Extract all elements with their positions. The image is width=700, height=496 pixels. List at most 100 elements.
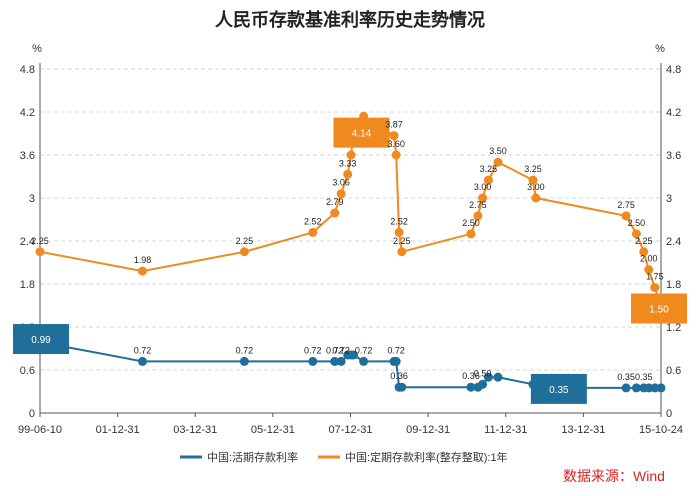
series-1-point	[493, 157, 503, 167]
series-0-point	[391, 356, 401, 366]
series-1-point	[391, 150, 401, 160]
data-label: 2.75	[617, 200, 635, 210]
series-1-point	[343, 169, 353, 179]
x-tick-label: 09-12-31	[406, 424, 450, 436]
data-label: 0.35	[635, 372, 653, 382]
y-tick-label-left: 4.2	[20, 107, 35, 119]
x-tick-label: 03-12-31	[173, 424, 217, 436]
data-label: 3.87	[385, 120, 403, 130]
data-label: 2.25	[635, 236, 653, 246]
series-0-point	[466, 382, 476, 392]
series-0-point	[397, 382, 407, 392]
data-label: 3.00	[527, 182, 545, 192]
source-note: 数据来源：Wind	[563, 468, 665, 484]
series-0-point	[239, 356, 249, 366]
data-label: 0.72	[134, 345, 152, 355]
x-tick-label: 01-12-31	[96, 424, 140, 436]
y-tick-label-right: 3.6	[666, 150, 681, 162]
y-tick-label-left: 1.8	[20, 279, 35, 291]
data-label: 0.72	[326, 345, 344, 355]
y-tick-label-right: 2.4	[666, 236, 681, 248]
callout-label: 0.99	[31, 335, 51, 346]
y-tick-label-right: 3	[666, 193, 672, 205]
x-tick-label: 07-12-31	[328, 424, 372, 436]
series-0-point	[137, 356, 147, 366]
data-label: 0.36	[462, 371, 480, 381]
series-1-point	[639, 247, 649, 257]
series-1-point	[631, 229, 641, 239]
legend-label: 中国:活期存款利率	[207, 450, 298, 464]
data-label: 0.72	[387, 345, 405, 355]
series-1-point	[239, 247, 249, 257]
y-tick-label-left: 4.8	[20, 64, 35, 76]
series-1-point	[397, 247, 407, 257]
series-1-point	[137, 266, 147, 276]
series-0-point	[349, 350, 359, 360]
data-label: 0.72	[355, 345, 373, 355]
series-1-point	[336, 189, 346, 199]
data-label: 0.35	[617, 372, 635, 382]
legend: 中国:活期存款利率 中国:定期存款利率(整存整取):1年	[180, 450, 508, 464]
data-label: 3.25	[480, 164, 498, 174]
data-label: 0.50	[474, 368, 492, 378]
y-tick-label-right: 1.2	[666, 322, 681, 334]
data-label: 0.72	[304, 345, 322, 355]
series-0-point	[621, 383, 631, 393]
data-label: 0.36	[390, 371, 408, 381]
data-label: 2.25	[236, 236, 254, 246]
series-1-point	[466, 229, 476, 239]
left-axis-unit: %	[32, 43, 42, 55]
data-label: 2.75	[469, 200, 487, 210]
series-0-point	[483, 372, 493, 382]
legend-label: 中国:定期存款利率(整存整取):1年	[345, 450, 508, 464]
callout-label: 4.14	[352, 129, 372, 140]
data-label: 2.52	[390, 216, 408, 226]
series-0-point	[478, 379, 488, 389]
y-tick-label-right: 4.8	[666, 64, 681, 76]
callout-box	[333, 117, 390, 148]
data-label: 2.52	[304, 216, 322, 226]
y-tick-label-left: 0.6	[20, 365, 35, 377]
series-0-point	[330, 356, 340, 366]
data-label: 2.50	[628, 218, 646, 228]
grid-lines	[40, 68, 661, 371]
data-label: 3.60	[387, 139, 405, 149]
series-1-point	[483, 175, 493, 185]
callout-box	[631, 293, 687, 324]
callout-label: 1.50	[649, 305, 669, 316]
data-label: 3.25	[524, 164, 542, 174]
series-1-point	[644, 265, 654, 275]
data-label: 3.06	[332, 178, 350, 188]
x-tick-label: 05-12-31	[251, 424, 295, 436]
data-label: 1.75	[646, 272, 664, 282]
y-tick-label-left: 3.6	[20, 150, 35, 162]
chart-title: 人民币存款基准利率历史走势情况	[215, 9, 485, 30]
callout-label: 0.35	[549, 385, 569, 396]
series-layer	[35, 111, 666, 393]
series-1-point	[394, 227, 404, 237]
y-tick-label-left: 3	[29, 193, 35, 205]
x-tick-label: 15-10-24	[639, 424, 683, 436]
series-1-point	[528, 175, 538, 185]
y-tick-label-right: 0.6	[666, 365, 681, 377]
series-1-point	[478, 193, 488, 203]
series-0-point	[656, 383, 666, 393]
data-label: 3.33	[339, 158, 357, 168]
y-tick-label-right: 1.8	[666, 279, 681, 291]
data-labels: 0.990.72 0.72 0.72 0.720.72 0.72 0.720.36 0.36…	[13, 117, 687, 404]
series-0-point	[631, 383, 641, 393]
series-1-point	[473, 211, 483, 221]
right-axis-unit: %	[655, 43, 665, 55]
x-tick-label: 13-12-31	[561, 424, 605, 436]
series-1-point	[531, 193, 541, 203]
callout-box	[530, 373, 587, 404]
series-0-point	[493, 372, 503, 382]
data-label: 2.00	[640, 254, 658, 264]
series-0-point	[336, 356, 346, 366]
series-1-point	[35, 247, 45, 257]
y-tick-label-right: 4.2	[666, 107, 681, 119]
series-1-point	[308, 227, 318, 237]
x-tick-label: 11-12-31	[484, 424, 527, 436]
data-label: 2.79	[326, 197, 344, 207]
